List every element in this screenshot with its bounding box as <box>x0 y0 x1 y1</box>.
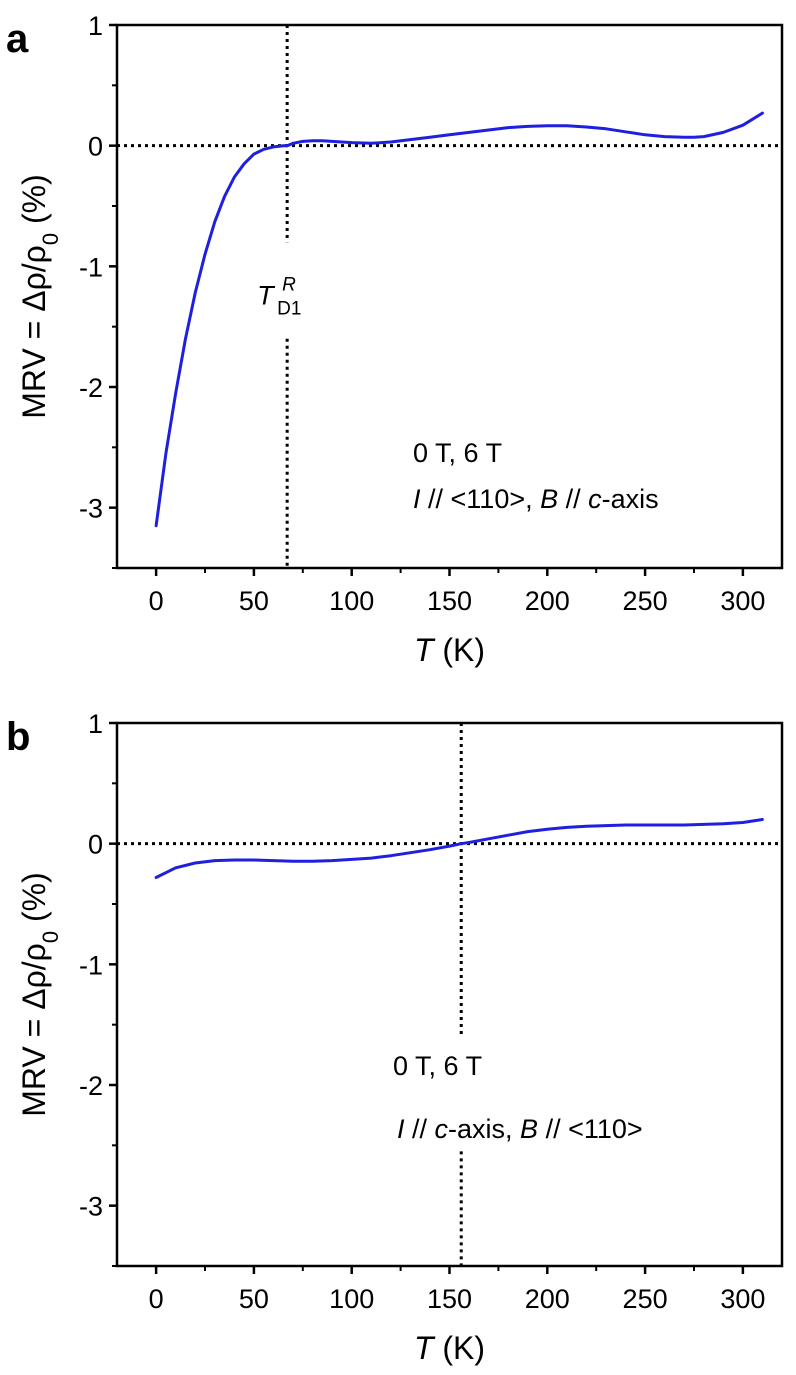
x-axis-symbol: T <box>414 632 436 668</box>
geometry-annotation-part: B <box>540 484 558 514</box>
geometry-annotation-part: // <110> <box>538 1114 643 1144</box>
x-tick-label: 50 <box>239 1284 269 1314</box>
y-axis-title: MRV = Δρ/ρ0 (%) <box>16 872 63 1117</box>
x-tick-label: 250 <box>623 1284 668 1314</box>
field-annotation: 0 T, 6 T <box>413 438 502 468</box>
geometry-annotation-part: B <box>520 1114 538 1144</box>
panel-label: a <box>6 17 29 61</box>
x-tick-label: 300 <box>720 586 765 616</box>
x-axis-title: T (K) <box>414 632 485 668</box>
plot-frame <box>115 721 784 1268</box>
y-axis-title-main: MRV = Δρ/ρ <box>16 943 52 1117</box>
geometry-annotation-part: // <110>, <box>421 484 541 514</box>
x-tick-label: 150 <box>427 586 472 616</box>
y-tick-label: 0 <box>88 830 103 860</box>
x-tick-label: 100 <box>329 586 374 616</box>
y-tick-label: -3 <box>79 1192 103 1222</box>
series-line-mrv <box>154 111 764 528</box>
x-tick-label: 100 <box>329 1284 374 1314</box>
transition-temperature-subscript: D1 <box>277 299 301 320</box>
x-tick-label: 200 <box>525 1284 570 1314</box>
geometry-annotation-part: c <box>588 484 602 514</box>
y-axis-title-subscript: 0 <box>38 233 63 245</box>
geometry-annotation: I // <110>, B // c-axis <box>413 484 659 514</box>
y-tick-label: 1 <box>88 709 103 739</box>
y-tick-label: -2 <box>79 1071 103 1101</box>
y-tick-label: 0 <box>88 132 103 162</box>
geometry-annotation-part: // <box>558 484 588 514</box>
y-axis-title-subscript: 0 <box>38 931 63 943</box>
field-annotation: 0 T, 6 T <box>393 1051 482 1081</box>
y-tick-label: -1 <box>79 950 103 980</box>
y-axis-title: MRV = Δρ/ρ0 (%) <box>16 174 63 419</box>
geometry-annotation: I // c-axis, B // <110> <box>397 1114 643 1144</box>
geometry-annotation-part: I <box>397 1114 405 1144</box>
x-axis-unit: (K) <box>434 1330 486 1366</box>
chart-panel-b: b 0 50 100 150 200 250 300 1 0 -1 -2 -3 T (K) MRV = Δρ… <box>6 709 784 1366</box>
chart-panel-a: a 0 50 100 150 200 250 300 1 0 -1 -2 -3 T (K) MRV = Δρ… <box>6 11 784 668</box>
transition-temperature-superscript: R <box>282 275 296 296</box>
geometry-annotation-part: -axis <box>602 484 659 514</box>
y-tick-label: -1 <box>79 252 103 282</box>
panel-label: b <box>6 715 30 759</box>
y-axis-title-unit: (%) <box>16 872 52 931</box>
x-tick-label: 150 <box>427 1284 472 1314</box>
y-tick-label: 1 <box>88 11 103 41</box>
y-axis-title-unit: (%) <box>16 174 52 233</box>
transition-temperature-label: T <box>257 281 276 311</box>
x-axis-title: T (K) <box>414 1330 485 1366</box>
y-tick-label: -2 <box>79 373 103 403</box>
geometry-annotation-part: c <box>435 1114 449 1144</box>
geometry-annotation-part: // <box>405 1114 435 1144</box>
x-tick-label: 0 <box>149 586 164 616</box>
series-line-mrv <box>154 818 764 879</box>
y-axis-title-main: MRV = Δρ/ρ <box>16 245 52 419</box>
x-tick-label: 200 <box>525 586 570 616</box>
geometry-annotation-part: I <box>413 484 421 514</box>
transition-temperature-symbol: T <box>257 281 276 311</box>
x-tick-label: 250 <box>623 586 668 616</box>
geometry-annotation-part: -axis, <box>448 1114 520 1144</box>
x-tick-label: 300 <box>720 1284 765 1314</box>
x-tick-label: 0 <box>149 1284 164 1314</box>
x-axis-symbol: T <box>414 1330 436 1366</box>
y-tick-label: -3 <box>79 494 103 524</box>
x-tick-label: 50 <box>239 586 269 616</box>
x-axis-unit: (K) <box>434 632 486 668</box>
